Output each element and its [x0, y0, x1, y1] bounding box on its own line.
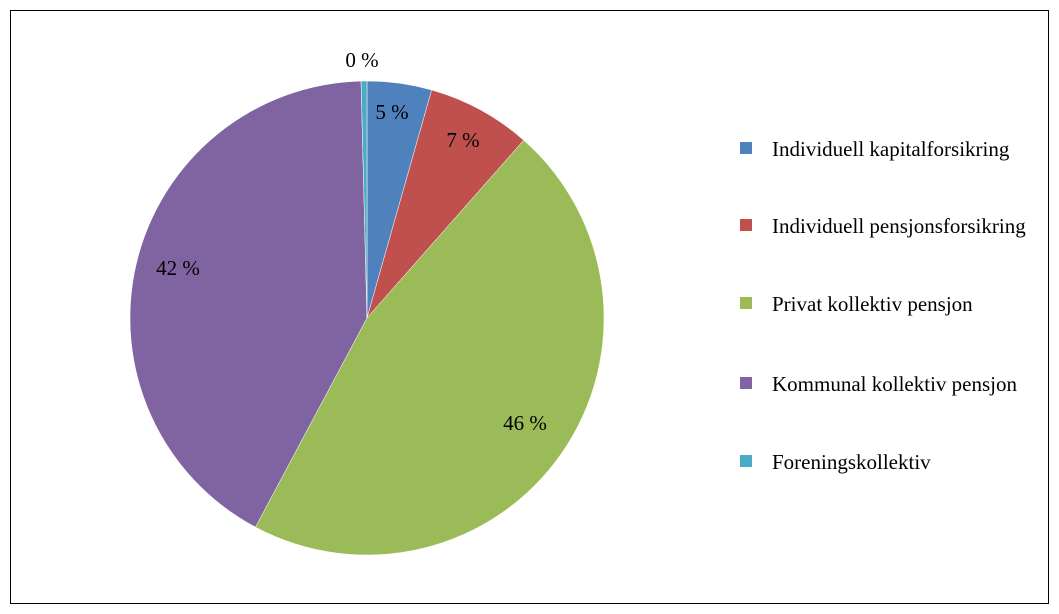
legend-label: Individuell pensjonsforsikring — [772, 214, 1026, 238]
legend-swatch — [740, 377, 752, 389]
data-label: 42 % — [156, 256, 200, 280]
legend-entry: Individuell kapitalforsikring — [740, 135, 1045, 163]
legend-entry: Foreningskollektiv — [740, 448, 1045, 476]
data-label: 7 % — [446, 128, 479, 152]
legend-label: Kommunal kollektiv pensjon — [772, 372, 1017, 396]
pie-slice — [366, 89, 525, 319]
pie-slice — [255, 139, 605, 556]
legend-label: Individuell kapitalforsikring — [772, 137, 1010, 161]
legend-entry: Individuell pensjonsforsikring — [740, 212, 1045, 240]
data-label: 0 % — [345, 48, 378, 72]
data-label: 46 % — [503, 411, 547, 435]
legend-label: Foreningskollektiv — [772, 450, 931, 474]
legend-swatch — [740, 297, 752, 309]
data-label: 5 % — [375, 100, 408, 124]
legend-entry: Kommunal kollektiv pensjon — [740, 370, 1045, 398]
pie-slice — [129, 80, 368, 528]
legend-entry: Privat kollektiv pensjon — [740, 290, 1045, 318]
legend-swatch — [740, 142, 752, 154]
legend-swatch — [740, 455, 752, 467]
legend-label: Privat kollektiv pensjon — [772, 292, 973, 316]
legend-swatch — [740, 219, 752, 231]
pie-slice — [360, 80, 368, 319]
